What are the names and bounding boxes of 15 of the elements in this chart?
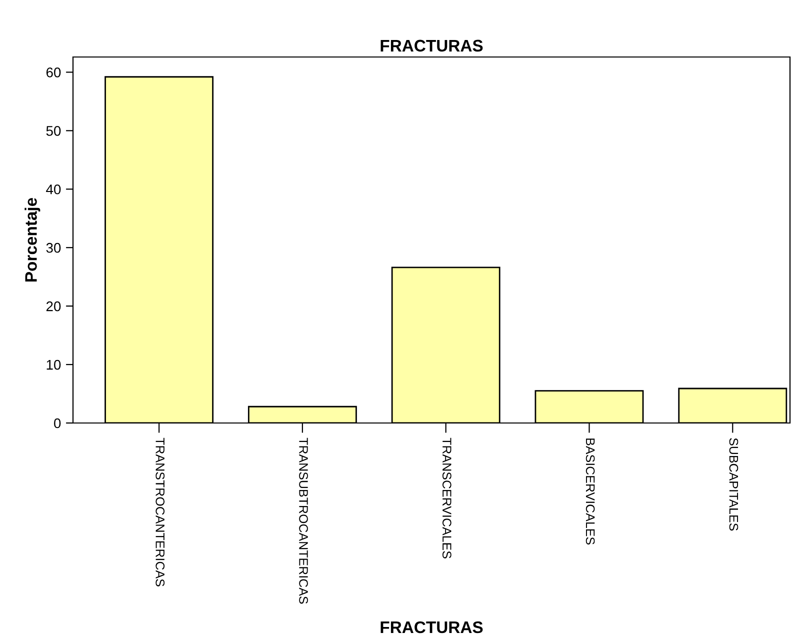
y-tick-label: 60	[46, 68, 61, 78]
y-tick-label: 20	[46, 301, 61, 312]
y-tick-label: 10	[46, 360, 61, 370]
y-tick-label: 50	[46, 126, 61, 136]
x-tick-label: TRANSTROCANTERICAS	[156, 438, 165, 586]
y-tick-label: 30	[46, 242, 61, 253]
x-tick-label: SUBCAPITALES	[729, 438, 738, 531]
x-tick-label: TRANSUBTROCANTERICAS	[299, 438, 308, 604]
y-tick-label: 0	[54, 418, 61, 428]
x-axis-title: FRACTURAS	[380, 621, 483, 634]
y-axis-title: Porcentaje	[24, 198, 40, 282]
chart-title: FRACTURAS	[380, 40, 483, 52]
x-tick-label: TRANSCERVICALES	[442, 438, 452, 558]
x-tick-label: BASICERVICALES	[586, 438, 595, 544]
y-tick-label: 40	[46, 184, 61, 194]
